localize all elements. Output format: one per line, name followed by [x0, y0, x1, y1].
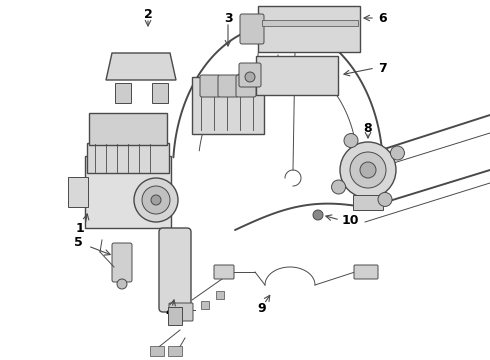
- Text: 10: 10: [342, 213, 360, 226]
- Circle shape: [142, 186, 170, 214]
- Circle shape: [151, 195, 161, 205]
- Bar: [262, 20, 358, 26]
- Bar: [115, 83, 131, 103]
- Text: 7: 7: [378, 62, 387, 75]
- Bar: [168, 307, 182, 325]
- Polygon shape: [106, 53, 176, 80]
- FancyBboxPatch shape: [87, 143, 169, 173]
- FancyBboxPatch shape: [218, 75, 238, 97]
- Bar: [216, 291, 224, 299]
- FancyBboxPatch shape: [89, 113, 167, 145]
- FancyBboxPatch shape: [354, 265, 378, 279]
- Text: 3: 3: [224, 12, 232, 24]
- Circle shape: [117, 279, 127, 289]
- FancyBboxPatch shape: [200, 75, 220, 97]
- FancyBboxPatch shape: [236, 75, 256, 97]
- FancyBboxPatch shape: [159, 228, 191, 312]
- Circle shape: [391, 146, 404, 160]
- Circle shape: [378, 193, 392, 206]
- FancyBboxPatch shape: [239, 63, 261, 87]
- Bar: [353, 195, 383, 210]
- FancyBboxPatch shape: [240, 14, 264, 44]
- Text: 2: 2: [144, 9, 152, 22]
- Bar: [168, 346, 182, 356]
- Circle shape: [313, 210, 323, 220]
- Bar: [152, 83, 168, 103]
- FancyBboxPatch shape: [169, 303, 193, 321]
- FancyBboxPatch shape: [214, 265, 234, 279]
- Circle shape: [134, 178, 178, 222]
- FancyBboxPatch shape: [112, 243, 132, 282]
- Circle shape: [360, 162, 376, 178]
- Bar: [150, 346, 164, 356]
- Text: 1: 1: [75, 221, 84, 234]
- Text: 6: 6: [378, 12, 387, 24]
- FancyBboxPatch shape: [256, 56, 338, 95]
- Text: 9: 9: [258, 302, 266, 315]
- FancyBboxPatch shape: [192, 77, 264, 134]
- Circle shape: [340, 142, 396, 198]
- FancyBboxPatch shape: [85, 156, 171, 228]
- FancyBboxPatch shape: [258, 6, 360, 52]
- Bar: [68, 177, 88, 207]
- Circle shape: [245, 72, 255, 82]
- Text: 4: 4: [166, 306, 174, 319]
- Bar: [201, 301, 209, 309]
- Circle shape: [332, 180, 345, 194]
- Circle shape: [350, 152, 386, 188]
- Circle shape: [344, 134, 358, 148]
- Text: 8: 8: [364, 122, 372, 135]
- Text: 5: 5: [74, 235, 82, 248]
